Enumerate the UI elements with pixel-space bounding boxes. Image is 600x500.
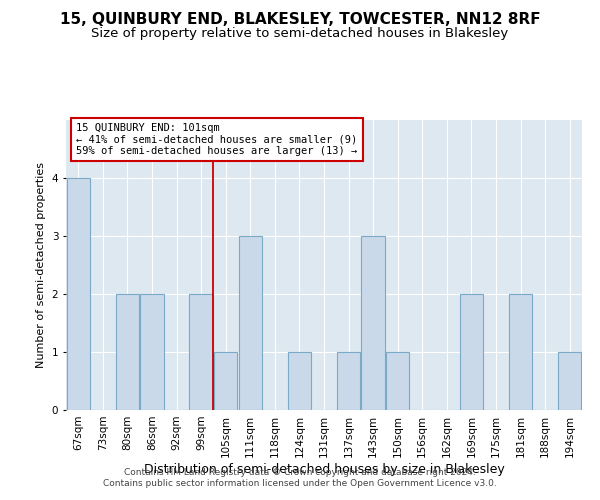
Text: 15 QUINBURY END: 101sqm
← 41% of semi-detached houses are smaller (9)
59% of sem: 15 QUINBURY END: 101sqm ← 41% of semi-de… bbox=[76, 123, 358, 156]
Bar bbox=[337, 352, 360, 410]
Bar bbox=[67, 178, 90, 410]
Y-axis label: Number of semi-detached properties: Number of semi-detached properties bbox=[36, 162, 46, 368]
Text: 15, QUINBURY END, BLAKESLEY, TOWCESTER, NN12 8RF: 15, QUINBURY END, BLAKESLEY, TOWCESTER, … bbox=[59, 12, 541, 28]
Bar bbox=[558, 352, 581, 410]
Text: Contains HM Land Registry data © Crown copyright and database right 2024.
Contai: Contains HM Land Registry data © Crown c… bbox=[103, 468, 497, 487]
Bar bbox=[190, 294, 213, 410]
Bar bbox=[386, 352, 409, 410]
Bar bbox=[460, 294, 483, 410]
Text: Size of property relative to semi-detached houses in Blakesley: Size of property relative to semi-detach… bbox=[91, 28, 509, 40]
Bar bbox=[288, 352, 311, 410]
Bar bbox=[214, 352, 238, 410]
Bar bbox=[140, 294, 164, 410]
X-axis label: Distribution of semi-detached houses by size in Blakesley: Distribution of semi-detached houses by … bbox=[143, 462, 505, 475]
Bar bbox=[239, 236, 262, 410]
Bar bbox=[509, 294, 532, 410]
Bar bbox=[116, 294, 139, 410]
Bar bbox=[361, 236, 385, 410]
